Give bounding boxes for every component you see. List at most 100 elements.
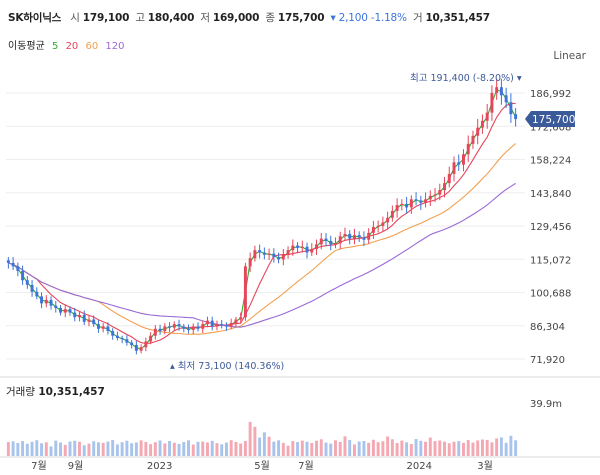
volume-bar xyxy=(362,440,366,456)
candle-body xyxy=(258,250,262,253)
candle-body xyxy=(319,238,323,245)
volume-bar xyxy=(466,440,470,456)
volume-bar xyxy=(495,438,499,456)
open-label: 시 xyxy=(70,12,80,24)
volume-bar xyxy=(35,440,39,456)
candle xyxy=(504,87,508,108)
candle-body xyxy=(400,203,404,206)
candle-body xyxy=(6,260,10,263)
candle xyxy=(54,300,58,313)
volume-bar xyxy=(210,440,214,456)
candle xyxy=(130,340,134,349)
volume-bar xyxy=(220,444,224,456)
volume-bar xyxy=(300,440,304,456)
candle xyxy=(25,276,29,289)
volume-bar xyxy=(357,441,361,456)
low-label: 저 xyxy=(200,12,210,24)
close-value: 175,700 xyxy=(277,12,325,24)
candle xyxy=(6,257,10,269)
volume-bar xyxy=(343,436,347,456)
candle xyxy=(433,188,437,203)
candle xyxy=(96,320,100,333)
volume-bar xyxy=(310,442,314,456)
candle xyxy=(262,247,266,260)
candle xyxy=(248,252,252,272)
candle-body xyxy=(452,162,456,174)
candle-body xyxy=(428,195,432,200)
candle-body xyxy=(443,183,446,191)
candle xyxy=(296,242,300,254)
volume-bar xyxy=(224,442,228,456)
candle-body xyxy=(504,95,508,103)
volume-bar xyxy=(490,442,494,456)
candle-body xyxy=(315,244,318,250)
candle xyxy=(210,316,214,331)
volume-bar xyxy=(11,441,15,456)
volume-bar xyxy=(371,439,375,456)
volume-bar xyxy=(381,441,385,456)
candle-body xyxy=(277,257,281,260)
volume-bar xyxy=(59,442,62,456)
volume-bar xyxy=(272,441,276,456)
volume-bar xyxy=(63,444,67,456)
candle xyxy=(187,324,190,334)
candle-body xyxy=(405,203,409,208)
scale-label: Linear xyxy=(553,50,586,62)
volume-bar xyxy=(120,442,124,456)
candle xyxy=(490,85,494,121)
candle xyxy=(215,320,219,331)
x-tick-label: 5월 xyxy=(254,460,270,472)
volume-bar xyxy=(452,441,456,456)
volume-bar xyxy=(215,443,219,456)
volume-bar xyxy=(6,442,10,456)
candle-body xyxy=(224,325,228,327)
candle xyxy=(419,195,423,210)
moving-average-legend[interactable]: 이동평균 5 20 60 120 xyxy=(8,37,129,52)
candle-body xyxy=(300,246,304,248)
volume-bar xyxy=(476,440,480,456)
low-annotation: ▴ 최저 73,100 (140.36%) xyxy=(170,361,284,372)
volume-bar xyxy=(239,443,243,456)
volume-bar xyxy=(54,440,58,456)
candle-body xyxy=(414,199,418,201)
candle xyxy=(73,307,77,322)
candle-body xyxy=(49,299,53,306)
volume-bar xyxy=(144,441,148,456)
candle-body xyxy=(433,194,437,196)
volume-bar xyxy=(229,440,233,456)
volume-bar xyxy=(305,441,309,456)
candle-body xyxy=(248,258,252,267)
candle-body xyxy=(499,87,503,96)
candle xyxy=(286,246,290,259)
scale-toggle-button[interactable]: Linear xyxy=(553,50,586,62)
volume-bar xyxy=(277,440,281,456)
y-tick-label: 115,072 xyxy=(530,255,571,266)
candle xyxy=(499,78,503,105)
volume-bar xyxy=(111,440,115,456)
candle xyxy=(101,323,105,333)
candle xyxy=(315,239,318,255)
volume-bar xyxy=(485,439,489,456)
candle xyxy=(92,315,96,327)
volume-bar xyxy=(400,440,404,456)
candle-body xyxy=(334,243,337,245)
candle xyxy=(206,316,209,328)
volume-bar xyxy=(443,441,446,456)
candle-body xyxy=(177,324,181,327)
volume-bar xyxy=(125,440,129,456)
volume-bar xyxy=(315,440,318,456)
candle xyxy=(300,240,304,253)
volume-bar xyxy=(334,440,337,456)
volume-bar xyxy=(44,442,48,456)
candle xyxy=(196,322,200,332)
y-tick-label: 172,608 xyxy=(530,122,571,133)
candle-body xyxy=(115,335,119,339)
candle-body xyxy=(111,331,115,336)
volume-bar xyxy=(73,440,77,456)
candle-body xyxy=(480,120,484,128)
candle-body xyxy=(485,112,489,121)
candle xyxy=(163,323,167,335)
candle-body xyxy=(329,240,333,245)
candle xyxy=(30,280,34,297)
